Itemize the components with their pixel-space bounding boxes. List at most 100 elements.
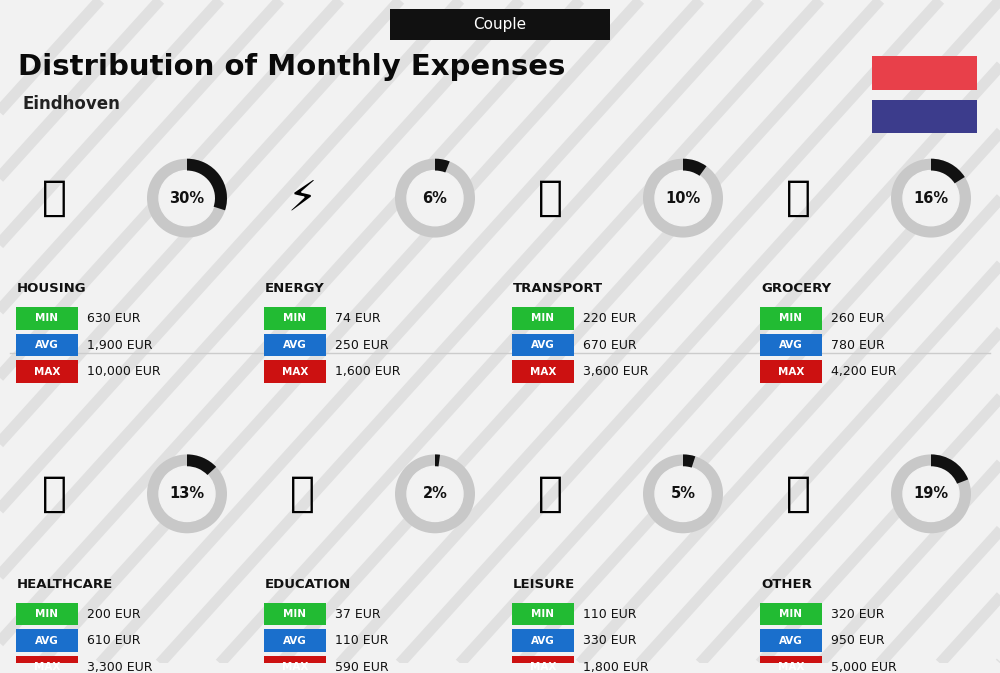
Text: 5,000 EUR: 5,000 EUR (831, 661, 897, 673)
FancyBboxPatch shape (760, 334, 822, 357)
FancyBboxPatch shape (760, 307, 822, 330)
Text: AVG: AVG (779, 340, 803, 350)
Text: MIN: MIN (284, 314, 306, 324)
Text: Eindhoven: Eindhoven (22, 94, 120, 112)
Wedge shape (643, 159, 723, 238)
Text: 670 EUR: 670 EUR (583, 339, 637, 351)
Text: Distribution of Monthly Expenses: Distribution of Monthly Expenses (18, 53, 565, 81)
Wedge shape (147, 159, 227, 238)
Text: ⚡: ⚡ (287, 177, 317, 219)
Circle shape (655, 466, 711, 522)
Wedge shape (187, 159, 227, 211)
FancyBboxPatch shape (264, 360, 326, 383)
Circle shape (159, 170, 215, 225)
FancyBboxPatch shape (872, 56, 977, 90)
FancyBboxPatch shape (512, 307, 574, 330)
FancyBboxPatch shape (760, 656, 822, 673)
Text: 950 EUR: 950 EUR (831, 634, 885, 647)
FancyBboxPatch shape (264, 656, 326, 673)
Wedge shape (931, 454, 968, 484)
Text: 🎓: 🎓 (290, 473, 314, 515)
FancyBboxPatch shape (760, 360, 822, 383)
Text: 🛍: 🛍 (538, 473, 562, 515)
Wedge shape (187, 454, 216, 475)
Text: MAX: MAX (282, 367, 308, 377)
Text: 110 EUR: 110 EUR (583, 608, 636, 621)
Text: AVG: AVG (779, 636, 803, 646)
Circle shape (903, 466, 959, 522)
Text: 320 EUR: 320 EUR (831, 608, 884, 621)
Text: AVG: AVG (531, 340, 555, 350)
Text: LEISURE: LEISURE (513, 578, 575, 591)
Text: MIN: MIN (532, 314, 554, 324)
Text: 3,600 EUR: 3,600 EUR (583, 365, 648, 378)
Text: 6%: 6% (423, 190, 447, 206)
Text: HOUSING: HOUSING (17, 283, 87, 295)
Text: MIN: MIN (779, 609, 802, 619)
Text: 330 EUR: 330 EUR (583, 634, 636, 647)
Text: MIN: MIN (36, 609, 58, 619)
Text: 16%: 16% (913, 190, 949, 206)
FancyBboxPatch shape (16, 656, 78, 673)
Text: 2%: 2% (423, 487, 447, 501)
Text: MIN: MIN (779, 314, 802, 324)
Text: MAX: MAX (282, 662, 308, 672)
Text: 🚌: 🚌 (538, 177, 562, 219)
Wedge shape (683, 159, 707, 176)
Text: MIN: MIN (532, 609, 554, 619)
Text: MIN: MIN (284, 609, 306, 619)
Text: 260 EUR: 260 EUR (831, 312, 884, 325)
Text: MAX: MAX (778, 662, 804, 672)
Text: MAX: MAX (34, 662, 60, 672)
Wedge shape (891, 159, 971, 238)
Text: 780 EUR: 780 EUR (831, 339, 885, 351)
Wedge shape (435, 159, 450, 172)
FancyBboxPatch shape (16, 360, 78, 383)
FancyBboxPatch shape (760, 629, 822, 652)
Text: MAX: MAX (34, 367, 60, 377)
Text: 30%: 30% (169, 190, 205, 206)
Text: 10%: 10% (665, 190, 701, 206)
Text: 19%: 19% (913, 487, 949, 501)
Text: GROCERY: GROCERY (761, 283, 831, 295)
Text: 🏥: 🏥 (42, 473, 66, 515)
Text: Couple: Couple (473, 17, 527, 32)
Text: 590 EUR: 590 EUR (335, 661, 389, 673)
Text: 5%: 5% (670, 487, 696, 501)
Text: AVG: AVG (283, 636, 307, 646)
Text: EDUCATION: EDUCATION (265, 578, 351, 591)
FancyBboxPatch shape (512, 360, 574, 383)
FancyBboxPatch shape (264, 629, 326, 652)
Text: AVG: AVG (35, 340, 59, 350)
FancyBboxPatch shape (16, 334, 78, 357)
Wedge shape (395, 454, 475, 533)
Text: 13%: 13% (169, 487, 205, 501)
FancyBboxPatch shape (16, 629, 78, 652)
Wedge shape (931, 159, 965, 183)
Text: OTHER: OTHER (761, 578, 812, 591)
Circle shape (407, 170, 463, 225)
Text: TRANSPORT: TRANSPORT (513, 283, 603, 295)
Text: 1,900 EUR: 1,900 EUR (87, 339, 152, 351)
FancyBboxPatch shape (264, 307, 326, 330)
Wedge shape (395, 159, 475, 238)
Wedge shape (435, 454, 440, 466)
Text: 1,800 EUR: 1,800 EUR (583, 661, 649, 673)
Text: AVG: AVG (531, 636, 555, 646)
Circle shape (407, 466, 463, 522)
Text: 1,600 EUR: 1,600 EUR (335, 365, 400, 378)
Text: 220 EUR: 220 EUR (583, 312, 636, 325)
Text: 🛒: 🛒 (786, 177, 810, 219)
Wedge shape (891, 454, 971, 533)
Text: 💰: 💰 (786, 473, 810, 515)
Wedge shape (683, 454, 695, 468)
Text: 4,200 EUR: 4,200 EUR (831, 365, 896, 378)
FancyBboxPatch shape (264, 603, 326, 625)
Text: MAX: MAX (530, 367, 556, 377)
FancyBboxPatch shape (512, 603, 574, 625)
Text: 74 EUR: 74 EUR (335, 312, 381, 325)
Circle shape (159, 466, 215, 522)
FancyBboxPatch shape (872, 100, 977, 133)
FancyBboxPatch shape (512, 656, 574, 673)
Text: AVG: AVG (283, 340, 307, 350)
